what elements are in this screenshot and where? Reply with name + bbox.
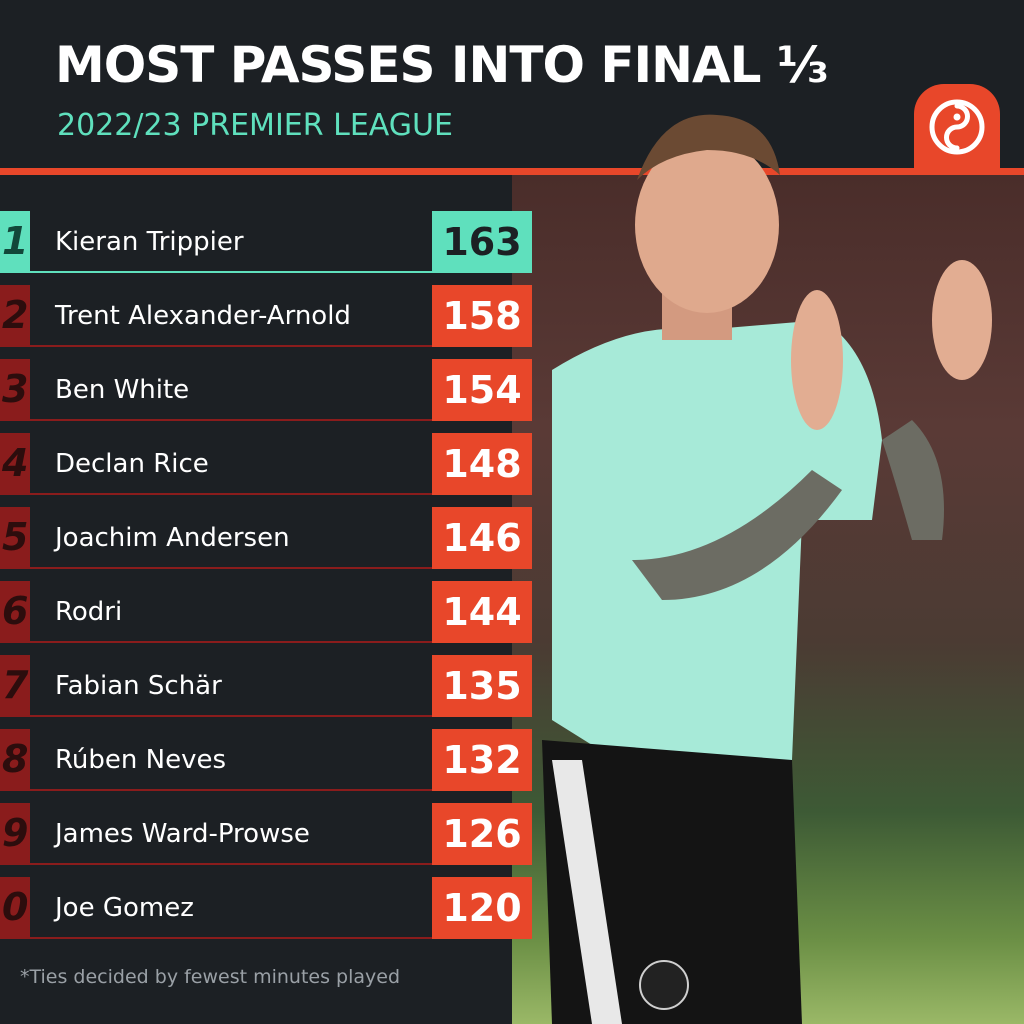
list-item: 4 Declan Rice 148	[0, 433, 532, 495]
rank-number: 7	[2, 663, 29, 707]
pass-count: 144	[442, 590, 522, 634]
pass-count: 146	[442, 516, 522, 560]
rank-badge: 7	[0, 655, 30, 717]
value-box: 163	[432, 211, 532, 273]
list-item: 2 Trent Alexander-Arnold 158	[0, 285, 532, 347]
rank-badge: 4	[0, 433, 30, 495]
player-name: Joe Gomez	[55, 893, 194, 923]
rank-number: 4	[2, 441, 29, 485]
list-item: 3 Ben White 154	[0, 359, 532, 421]
player-name: Rúben Neves	[55, 745, 226, 775]
row-underline	[30, 567, 432, 569]
pass-count: 163	[442, 220, 522, 264]
value-box: 146	[432, 507, 532, 569]
player-name: Kieran Trippier	[55, 227, 244, 257]
list-item: 1 Kieran Trippier 163	[0, 211, 532, 273]
leaderboard: 1 Kieran Trippier 163 2 Trent Alexander-…	[0, 175, 532, 1024]
row-underline	[30, 789, 432, 791]
list-item: 0 Joe Gomez 120	[0, 877, 532, 939]
rank-number: 2	[2, 293, 29, 337]
player-name: Trent Alexander-Arnold	[55, 301, 351, 331]
rank-badge: 2	[0, 285, 30, 347]
value-box: 148	[432, 433, 532, 495]
pass-count: 126	[442, 812, 522, 856]
value-box: 154	[432, 359, 532, 421]
row-underline	[30, 271, 432, 273]
row-underline	[30, 345, 432, 347]
row-underline	[30, 937, 432, 939]
pass-count: 148	[442, 442, 522, 486]
rank-badge: 6	[0, 581, 30, 643]
player-name: Fabian Schär	[55, 671, 222, 701]
rank-number: 9	[2, 811, 29, 855]
player-name: Joachim Andersen	[55, 523, 290, 553]
brand-logo	[914, 84, 1000, 174]
value-box: 120	[432, 877, 532, 939]
row-underline	[30, 419, 432, 421]
opta-swirl-icon	[929, 99, 985, 155]
header: MOST PASSES INTO FINAL ⅓ 2022/23 PREMIER…	[0, 0, 1024, 174]
rank-number: 6	[2, 589, 29, 633]
pass-count: 120	[442, 886, 522, 930]
value-box: 132	[432, 729, 532, 791]
value-box: 135	[432, 655, 532, 717]
value-box: 144	[432, 581, 532, 643]
row-underline	[30, 863, 432, 865]
rank-number: 8	[2, 737, 29, 781]
player-photo	[512, 175, 1024, 1024]
rank-number: 3	[2, 367, 29, 411]
rank-number: 0	[2, 885, 29, 929]
row-underline	[30, 493, 432, 495]
rank-badge: 5	[0, 507, 30, 569]
rank-number: 1	[2, 219, 29, 263]
rank-badge: 1	[0, 211, 30, 273]
pass-count: 154	[442, 368, 522, 412]
footnote: *Ties decided by fewest minutes played	[20, 966, 401, 988]
rank-badge: 8	[0, 729, 30, 791]
page-title: MOST PASSES INTO FINAL ⅓	[55, 36, 829, 94]
list-item: 8 Rúben Neves 132	[0, 729, 532, 791]
player-name: Rodri	[55, 597, 123, 627]
value-box: 158	[432, 285, 532, 347]
row-underline	[30, 641, 432, 643]
rank-badge: 0	[0, 877, 30, 939]
header-divider	[0, 168, 1024, 175]
player-name: Ben White	[55, 375, 190, 405]
list-item: 5 Joachim Andersen 146	[0, 507, 532, 569]
list-item: 6 Rodri 144	[0, 581, 532, 643]
player-name: Declan Rice	[55, 449, 209, 479]
rank-badge: 3	[0, 359, 30, 421]
pass-count: 132	[442, 738, 522, 782]
rank-number: 5	[2, 515, 29, 559]
list-item: 9 James Ward-Prowse 126	[0, 803, 532, 865]
pass-count: 135	[442, 664, 522, 708]
pass-count: 158	[442, 294, 522, 338]
list-item: 7 Fabian Schär 135	[0, 655, 532, 717]
value-box: 126	[432, 803, 532, 865]
rank-badge: 9	[0, 803, 30, 865]
page-subtitle: 2022/23 PREMIER LEAGUE	[57, 108, 453, 143]
player-name: James Ward-Prowse	[55, 819, 310, 849]
row-underline	[30, 715, 432, 717]
